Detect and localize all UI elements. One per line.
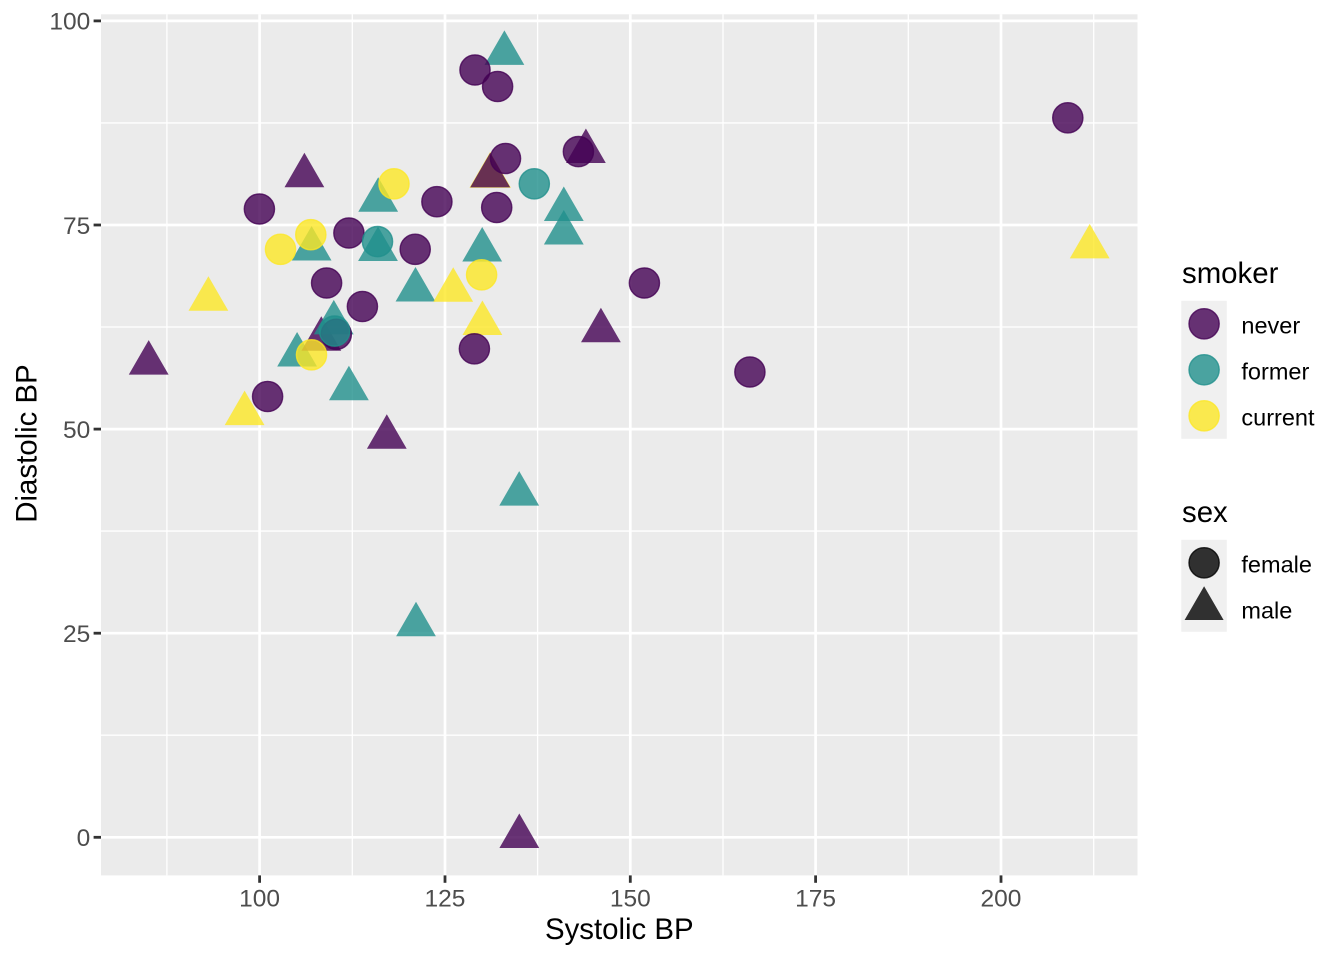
- svg-text:male: male: [1241, 597, 1292, 623]
- svg-text:never: never: [1241, 312, 1300, 338]
- svg-text:25: 25: [63, 621, 90, 648]
- svg-text:100: 100: [49, 9, 90, 36]
- svg-text:0: 0: [77, 825, 91, 852]
- svg-text:175: 175: [795, 886, 836, 913]
- svg-text:female: female: [1241, 551, 1312, 577]
- svg-text:100: 100: [239, 886, 280, 913]
- svg-text:125: 125: [425, 886, 466, 913]
- svg-text:75: 75: [63, 213, 90, 240]
- svg-text:Diastolic BP: Diastolic BP: [10, 364, 43, 522]
- svg-text:150: 150: [610, 886, 651, 913]
- svg-text:50: 50: [63, 417, 90, 444]
- svg-text:Systolic BP: Systolic BP: [545, 913, 694, 946]
- svg-text:200: 200: [981, 886, 1022, 913]
- svg-text:sex: sex: [1182, 496, 1228, 529]
- svg-text:current: current: [1241, 404, 1315, 430]
- svg-text:former: former: [1241, 358, 1309, 384]
- svg-text:smoker: smoker: [1182, 257, 1279, 290]
